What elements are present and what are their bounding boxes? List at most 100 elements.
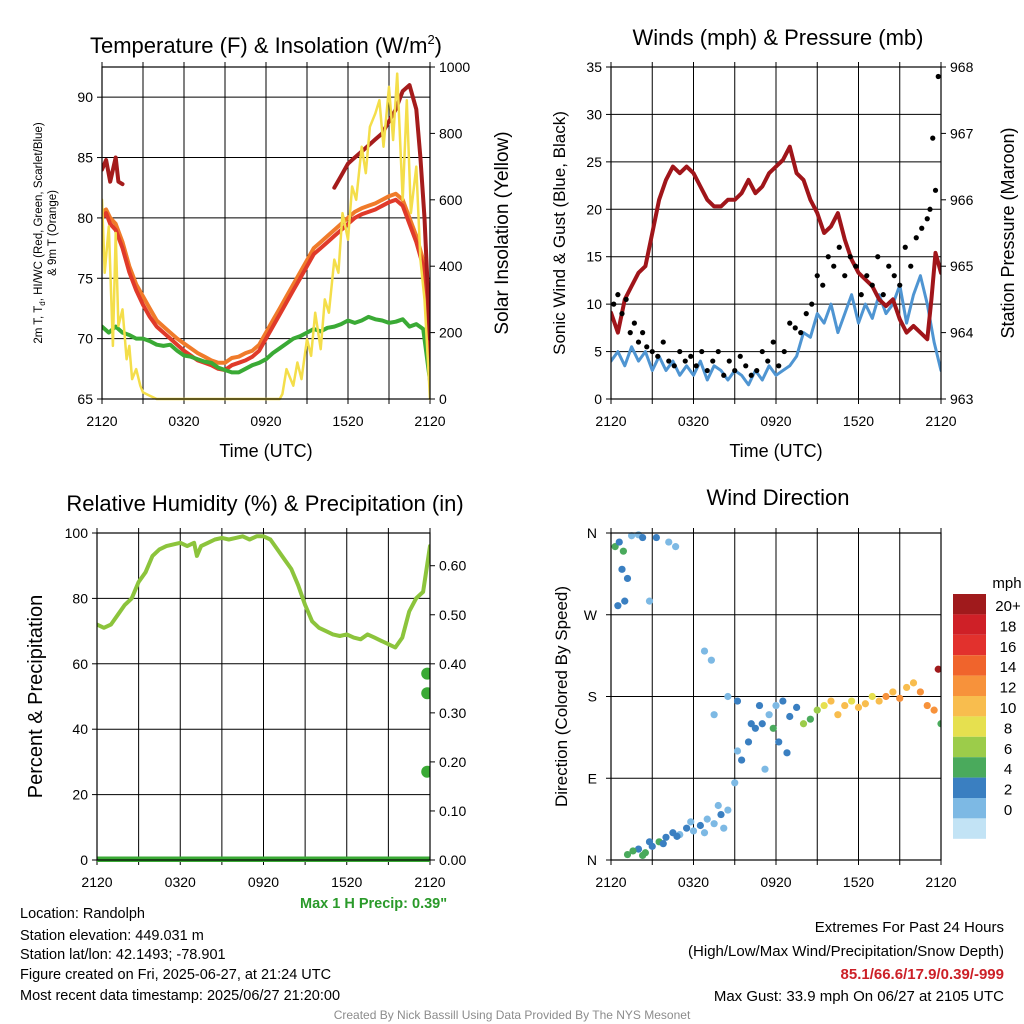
x-tick-label: 0920 xyxy=(248,874,279,890)
data-point-direction xyxy=(820,701,828,710)
x-tick-label: 1520 xyxy=(332,413,363,429)
y-tick-label: W xyxy=(584,607,598,623)
data-point-gust xyxy=(913,235,919,241)
legend-label: 0 xyxy=(1004,802,1012,819)
speed-legend: mph 20+ 18 16 14 12 10 8 6 4 2 0 xyxy=(953,575,1022,839)
data-point-direction xyxy=(834,711,842,719)
data-point-direction xyxy=(645,838,654,846)
data-point-direction xyxy=(673,832,681,840)
data-point-gust xyxy=(809,301,815,307)
extremes-values: 85.1/66.6/17.9/0.39/-999 xyxy=(840,966,1004,983)
legend-label: 20+ xyxy=(995,598,1021,615)
data-point-direction xyxy=(793,703,801,712)
series-group xyxy=(102,72,430,401)
y-tick-label: 75 xyxy=(77,270,93,286)
y-tick-label: 15 xyxy=(586,249,602,265)
data-point-direction xyxy=(615,538,623,546)
y2-tick-label: 0.50 xyxy=(439,607,466,623)
x-axis-label: Time (UTC) xyxy=(219,441,312,461)
data-point-direction xyxy=(848,697,856,705)
y-tick-label: 0 xyxy=(80,852,88,868)
data-point-gust xyxy=(880,292,886,298)
data-point-direction xyxy=(733,697,742,705)
data-point-direction xyxy=(710,711,718,719)
data-point-gust xyxy=(842,273,848,279)
data-point-direction xyxy=(882,692,890,701)
x-tick-label: 2120 xyxy=(595,874,626,890)
x-tick-label: 1520 xyxy=(843,413,874,429)
data-point-direction xyxy=(628,532,636,540)
data-point-direction xyxy=(861,700,869,708)
y-tick-label: N xyxy=(587,525,597,541)
data-point-direction xyxy=(916,688,924,696)
y-tick-label: 100 xyxy=(65,525,89,541)
data-point-gust xyxy=(919,225,925,231)
y-axis-label: Direction (Colored By Speed) xyxy=(552,586,571,807)
y2-tick-label: 0 xyxy=(439,391,447,407)
data-point-direction xyxy=(772,701,780,710)
y2-tick-label: 800 xyxy=(439,125,463,141)
y2-tick-label: 968 xyxy=(950,59,974,75)
data-point-gust xyxy=(902,244,908,250)
legend-swatch xyxy=(953,594,986,615)
data-point-gust xyxy=(820,282,826,288)
data-point-direction xyxy=(619,547,627,555)
chart-title: Winds (mph) & Pressure (mb) xyxy=(633,25,924,50)
y-tick-label: 60 xyxy=(72,656,88,672)
y2-tick-label: 1000 xyxy=(439,59,470,75)
data-point-gust xyxy=(875,254,881,260)
data-point-gust xyxy=(754,367,760,374)
y-tick-label: 10 xyxy=(586,296,602,312)
data-point-gust xyxy=(908,263,914,269)
data-point-direction xyxy=(665,538,673,546)
data-point-direction xyxy=(841,701,849,710)
data-point-gust xyxy=(619,311,625,317)
max-precip-note: Max 1 H Precip: 0.39" xyxy=(300,896,448,912)
data-point-gust xyxy=(825,254,831,260)
y2-tick-label: 400 xyxy=(439,258,463,274)
data-point-direction xyxy=(747,720,755,728)
data-point-gust xyxy=(776,363,782,369)
legend-swatch xyxy=(953,675,986,696)
data-point-gust xyxy=(655,353,661,359)
x-tick-label: 2120 xyxy=(414,874,445,890)
legend-swatch xyxy=(953,818,986,839)
data-point-direction xyxy=(786,712,794,721)
data-point-gust xyxy=(737,353,743,359)
y2-axis-label: Solar Insolation (Yellow) xyxy=(492,131,513,334)
data-point-direction xyxy=(889,688,897,696)
plot-frame xyxy=(96,532,431,861)
data-point-gust xyxy=(743,363,749,369)
info-location: Location: Randolph xyxy=(20,906,145,922)
chart-title: Relative Humidity (%) & Precipitation (i… xyxy=(66,491,463,516)
data-point-direction xyxy=(875,697,883,705)
data-point-direction xyxy=(769,724,777,732)
legend-swatch xyxy=(953,696,986,717)
y-tick-label: 90 xyxy=(77,89,93,105)
y2-tick-label: 0.10 xyxy=(439,803,466,819)
legend-swatch xyxy=(953,736,986,758)
data-point-gust xyxy=(927,206,933,212)
y2-tick-label: 0.00 xyxy=(439,852,466,868)
data-point-gust xyxy=(891,273,897,279)
x-tick-label: 0320 xyxy=(678,413,709,429)
legend-label: 18 xyxy=(1000,618,1017,635)
data-point-gust xyxy=(640,330,646,336)
chart-title: Wind Direction xyxy=(706,485,849,510)
data-point-direction xyxy=(659,840,667,848)
data-point-direction xyxy=(799,720,808,728)
data-point-direction xyxy=(738,756,746,764)
data-point-direction xyxy=(623,574,632,583)
data-point-direction xyxy=(683,824,691,832)
extremes-subheader: (High/Low/Max Wind/Precipitation/Snow De… xyxy=(688,943,1004,960)
data-point-gust xyxy=(715,348,721,355)
data-point-direction xyxy=(652,533,660,542)
series-line-rh xyxy=(97,534,430,650)
data-point-gust xyxy=(869,282,875,288)
y-tick-label: 35 xyxy=(586,59,602,75)
data-point-direction xyxy=(687,818,695,826)
info-timestamp: Most recent data timestamp: 2025/06/27 2… xyxy=(20,988,341,1004)
data-point-direction xyxy=(937,720,941,728)
data-point-direction xyxy=(672,543,680,551)
